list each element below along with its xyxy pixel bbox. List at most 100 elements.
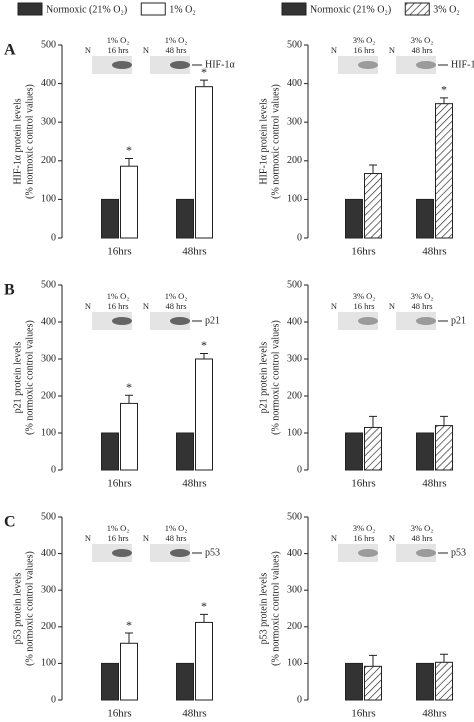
x-tick-label: 48hrs bbox=[422, 246, 446, 258]
y-tick-label: 100 bbox=[287, 427, 302, 438]
panel-label: B bbox=[4, 282, 15, 299]
y-tick-label: 0 bbox=[51, 464, 56, 475]
error-bar bbox=[440, 415, 448, 426]
x-tick-label: 16hrs bbox=[351, 708, 375, 720]
legend-swatch bbox=[17, 2, 43, 16]
blot-lane-label: N bbox=[85, 45, 91, 55]
error-bar bbox=[200, 613, 208, 623]
blot-lane-label: 1% O₂ bbox=[165, 523, 188, 533]
bar bbox=[101, 662, 119, 701]
bar bbox=[435, 103, 453, 239]
significance-mark: * bbox=[201, 599, 207, 613]
y-tick-label: 0 bbox=[297, 464, 302, 475]
y-tick-label: 500 bbox=[41, 279, 56, 290]
legend-label: 1% O₂ bbox=[169, 4, 196, 15]
error-bar bbox=[369, 415, 377, 428]
y-tick-label: 400 bbox=[41, 548, 56, 559]
bar bbox=[195, 86, 213, 239]
y-tick-label: 500 bbox=[287, 279, 302, 290]
blot-band bbox=[416, 549, 436, 557]
blot-protein-label: HIF-1α bbox=[205, 59, 235, 70]
y-tick-label: 100 bbox=[41, 194, 56, 205]
error-bar bbox=[369, 164, 377, 174]
bar bbox=[345, 662, 363, 701]
blot-lane-label: 3% O₂ bbox=[353, 523, 376, 533]
blot-lane-label: N bbox=[331, 45, 337, 55]
blot-lane-label: 3% O₂ bbox=[353, 35, 376, 45]
blot-lane-label: N bbox=[331, 301, 337, 311]
y-tick-label: 200 bbox=[41, 621, 56, 632]
significance-mark: * bbox=[126, 143, 132, 157]
y-tick-label: 200 bbox=[287, 621, 302, 632]
blot-lane-label: 3% O₂ bbox=[353, 291, 376, 301]
error-bar bbox=[200, 352, 208, 359]
significance-mark: * bbox=[441, 83, 447, 97]
y-axis-label: p53 protein levels bbox=[12, 573, 23, 645]
bar bbox=[195, 621, 213, 701]
error-bar bbox=[440, 97, 448, 104]
y-axis-label: (% normoxic control values) bbox=[270, 551, 281, 666]
y-tick-label: 0 bbox=[51, 694, 56, 705]
y-axis-label: (% normoxic control values) bbox=[270, 84, 281, 199]
blot-band bbox=[416, 317, 436, 325]
blot-protein-label: p53 bbox=[451, 547, 466, 558]
y-tick-label: 300 bbox=[41, 584, 56, 595]
blot-lane-label: N bbox=[389, 533, 395, 543]
blot-lane-label: 48 hrs bbox=[411, 533, 432, 543]
y-tick-label: 400 bbox=[287, 548, 302, 559]
y-tick-label: 300 bbox=[287, 584, 302, 595]
blot-lane-label: N bbox=[389, 45, 395, 55]
y-tick-label: 400 bbox=[287, 78, 302, 89]
y-tick-label: 500 bbox=[41, 511, 56, 522]
y-axis-label: HIF-1α protein levels bbox=[258, 98, 269, 184]
bar bbox=[364, 173, 382, 239]
y-tick-label: 300 bbox=[41, 116, 56, 127]
bar bbox=[101, 198, 119, 239]
blot-lane-label: 3% O₂ bbox=[411, 291, 434, 301]
blot-lane-label: N bbox=[143, 45, 149, 55]
x-tick-label: 16hrs bbox=[107, 478, 131, 490]
x-tick-label: 48hrs bbox=[182, 246, 206, 258]
bar bbox=[435, 661, 453, 701]
blot-lane-label: 16 hrs bbox=[353, 301, 374, 311]
y-tick-label: 100 bbox=[41, 658, 56, 669]
significance-mark: * bbox=[126, 380, 132, 394]
blot-protein-label: p21 bbox=[205, 315, 220, 326]
blot-protein-label: p21 bbox=[451, 315, 466, 326]
y-tick-label: 400 bbox=[287, 316, 302, 327]
y-tick-label: 300 bbox=[41, 353, 56, 364]
bar bbox=[195, 358, 213, 471]
bar bbox=[435, 425, 453, 471]
blot-protein-label: p53 bbox=[205, 547, 220, 558]
blot-band bbox=[358, 549, 378, 557]
y-tick-label: 200 bbox=[287, 155, 302, 166]
bar bbox=[364, 665, 382, 701]
blot-lane-label: N bbox=[143, 533, 149, 543]
blot-band bbox=[112, 61, 132, 69]
panel-label: A bbox=[4, 42, 16, 59]
y-axis-label: p53 protein levels bbox=[258, 573, 269, 645]
x-tick-label: 48hrs bbox=[422, 708, 446, 720]
y-tick-label: 400 bbox=[41, 316, 56, 327]
legend-swatch bbox=[404, 2, 430, 16]
error-bar bbox=[125, 632, 133, 644]
y-tick-label: 200 bbox=[287, 390, 302, 401]
blot-lane-label: N bbox=[143, 301, 149, 311]
x-tick-label: 16hrs bbox=[107, 246, 131, 258]
legend-label: Normoxic (21% O₂) bbox=[46, 4, 127, 15]
error-bar bbox=[369, 654, 377, 667]
error-bar bbox=[125, 394, 133, 404]
blot-lane-label: 48 hrs bbox=[165, 301, 186, 311]
blot-lane-label: 16 hrs bbox=[353, 45, 374, 55]
y-tick-label: 300 bbox=[287, 353, 302, 364]
y-axis-label: (% normoxic control values) bbox=[24, 320, 35, 435]
y-tick-label: 200 bbox=[41, 390, 56, 401]
bar bbox=[416, 432, 434, 471]
blot-band bbox=[112, 317, 132, 325]
error-bar bbox=[440, 653, 448, 663]
error-bar bbox=[200, 79, 208, 87]
blot-lane-label: N bbox=[85, 301, 91, 311]
blot-band bbox=[170, 549, 190, 557]
panel-label: C bbox=[4, 514, 16, 531]
